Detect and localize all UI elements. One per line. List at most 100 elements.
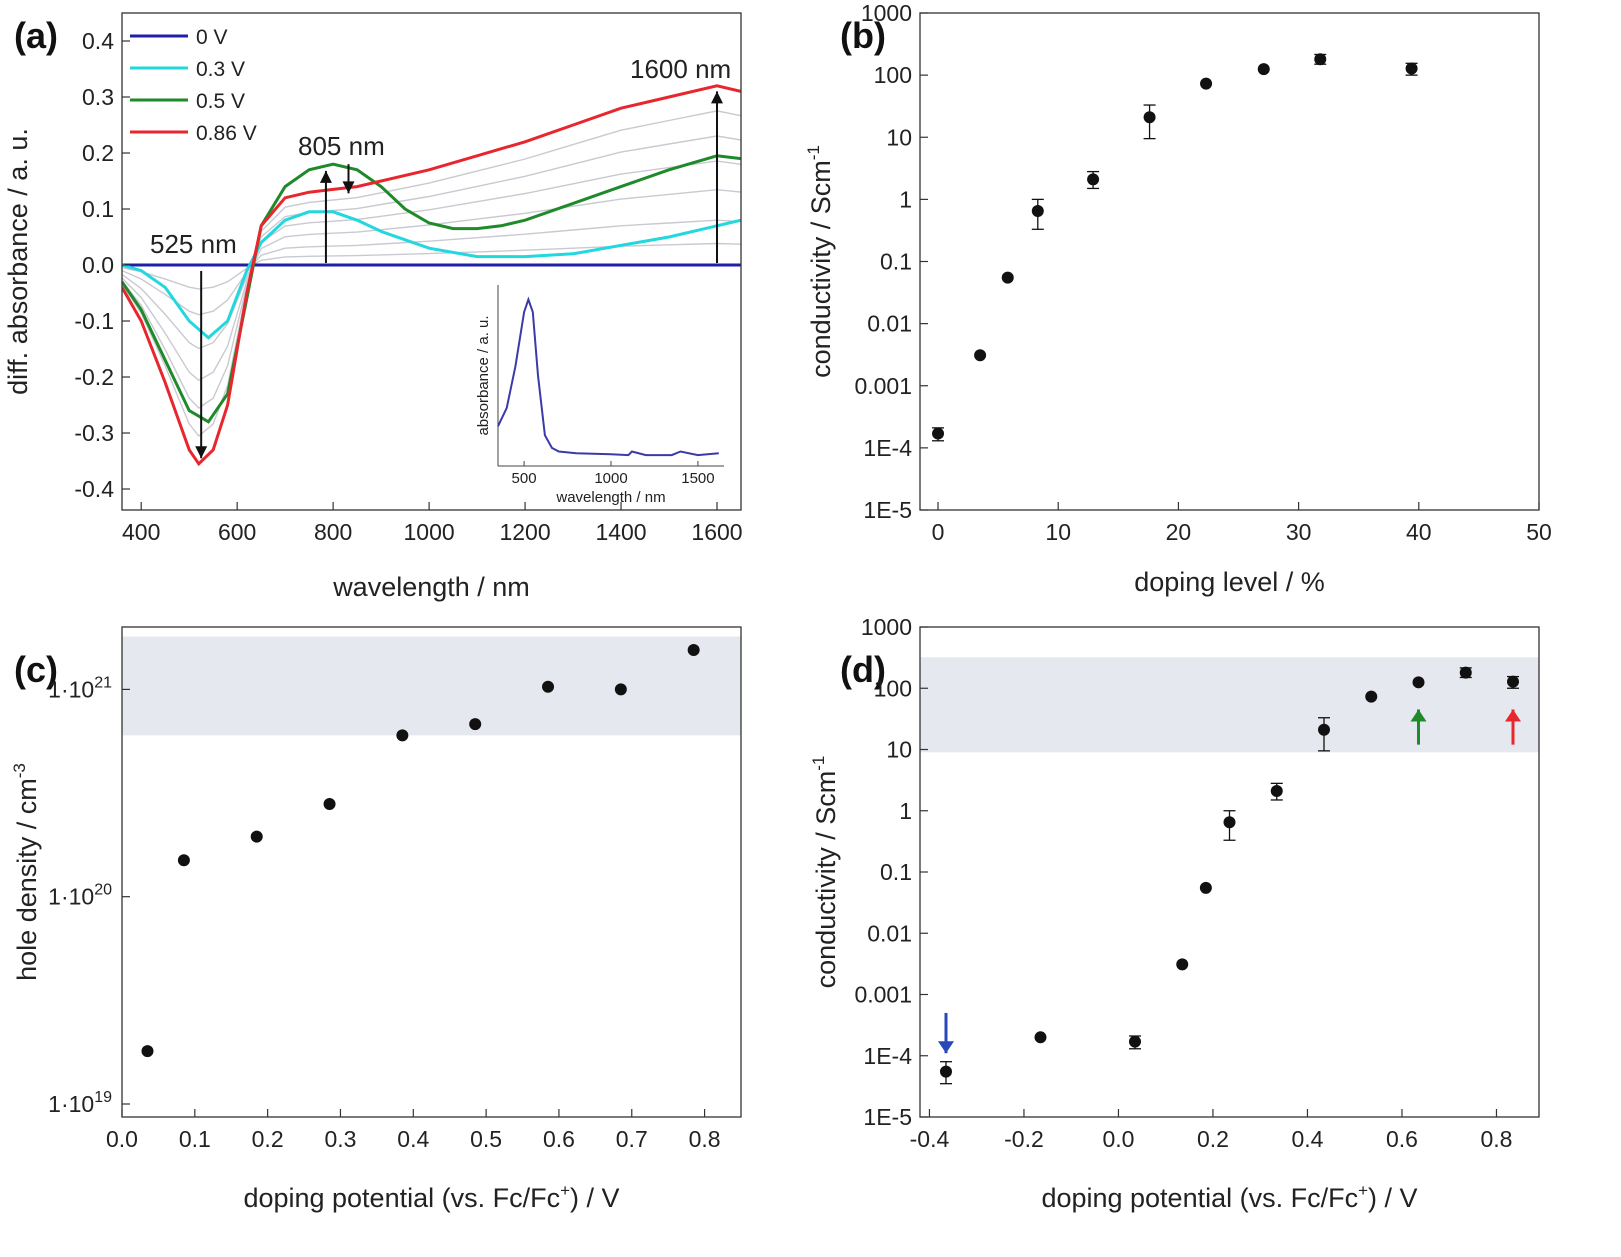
x-tick-label-d: -0.2 [1004,1126,1044,1152]
data-point-c [141,1045,154,1058]
marker-arrow-head [1505,709,1522,722]
intermediate-curve-a [122,219,741,316]
data-point-c [177,854,190,867]
data-point-c [323,798,336,811]
panel-c-label: (c) [14,649,58,690]
annotation-525nm: 525 nm [150,229,237,259]
x-tick-label-a: 600 [218,519,256,545]
data-point-c [396,729,409,742]
data-point-c [614,683,627,696]
y-tick-label-a: -0.3 [74,420,114,446]
data-point-b [974,349,987,362]
arrow-up-805-head [319,170,332,183]
x-tick-label-c: 0.2 [252,1126,284,1152]
data-point-d [1199,881,1212,894]
y-tick-label-d: 1 [899,798,912,824]
y-tick-label-a: 0.1 [82,196,114,222]
panel-d: (d) -0.4 -0.2 0.0 0.2 0.4 0.6 0.8 1E-5 1E-4 0.001… [809,614,1540,1213]
arrow-down-805-head [342,181,355,194]
arrow-down-525-head [195,446,208,459]
y-tick-label-a: -0.2 [74,364,114,390]
x-tick-label-d: 0.8 [1480,1126,1512,1152]
x-axis-label-b: doping level / % [1134,567,1325,597]
legend-label-a: 0.5 V [196,90,245,113]
plot-frame-a [121,12,742,511]
x-axis-label-c: doping potential (vs. Fc/Fc+) / V [243,1181,619,1213]
data-point-d [1412,676,1425,689]
arrow-up-1600-head [711,91,724,104]
panel-a: (a) 400 600 800 1000 1200 1400 1600 -0.4 -0.3 -0.… [3,12,743,602]
x-tick-label-b: 40 [1406,519,1432,545]
x-tick-label-a: 400 [122,519,160,545]
intermediate-curve-a [122,110,741,437]
inset-x-axis-label: wavelength / nm [555,489,665,506]
data-point-c [250,830,263,843]
panel-a-label: (a) [14,15,58,56]
y-tick-label-b: 1E-4 [863,435,912,461]
x-tick-label-c: 0.3 [324,1126,356,1152]
y-tick-label-a: -0.1 [74,308,114,334]
inset-y-axis-label: absorbance / a. u. [475,315,492,435]
intermediate-curve-a [122,242,741,290]
intermediate-curve-a [122,160,741,382]
y-tick-label-b: 0.001 [854,373,912,399]
annotation-805nm: 805 nm [298,131,385,161]
data-point-d [1318,723,1331,736]
x-tick-label-d: -0.4 [910,1126,950,1152]
y-tick-label-b: 0.01 [867,311,912,337]
x-tick-label-d: 0.4 [1291,1126,1323,1152]
y-tick-label-d: 10 [886,737,912,763]
x-tick-label-c: 0.7 [616,1126,648,1152]
data-point-c [542,680,555,693]
data-point-b [1087,173,1100,186]
y-tick-label-b: 1E-5 [863,497,912,523]
data-point-c [469,718,482,731]
y-axis-label-d: conductivity / Scm-1 [809,756,841,989]
y-tick-label-a: -0.4 [74,476,114,502]
y-tick-label-b: 100 [874,62,912,88]
annotation-1600nm: 1600 nm [630,54,731,84]
y-tick-label-c: 1·1020 [48,882,112,910]
x-tick-label-a: 1400 [595,519,646,545]
marker-arrow-head [937,1041,954,1054]
data-point-d [1034,1031,1047,1044]
y-tick-label-d: 0.001 [854,982,912,1008]
data-point-d [1176,958,1189,971]
shaded-band-d [920,657,1539,753]
panel-b: (b) 0 10 20 30 40 50 1E-5 1E-4 0.001 0.01 0.1 1 10 10… [804,0,1552,597]
x-tick-label-b: 0 [932,519,945,545]
marker-arrow-head [1410,709,1427,722]
inset-spectrum-line [497,296,719,457]
y-tick-label-b: 10 [886,124,912,150]
y-tick-label-b: 1 [899,186,912,212]
y-tick-label-a: 0.0 [82,252,114,278]
x-axis-label-d: doping potential (vs. Fc/Fc+) / V [1041,1181,1417,1213]
x-tick-label-c: 0.5 [470,1126,502,1152]
x-tick-label-a: 1000 [404,519,455,545]
y-tick-label-d: 0.01 [867,920,912,946]
x-tick-label-c: 0.8 [689,1126,721,1152]
y-tick-label-d: 1E-5 [863,1104,912,1130]
y-tick-label-c: 1·1019 [48,1089,112,1117]
data-point-b [1257,63,1270,76]
y-tick-label-b: 1000 [861,0,912,26]
intermediate-curve-a [122,188,741,350]
legend-label-a: 0.3 V [196,58,245,81]
series-line-a [122,84,741,467]
shaded-band-c [122,636,741,736]
series-line-a [122,210,741,340]
data-point-b [1405,62,1418,75]
y-tick-label-d: 100 [874,675,912,701]
legend-label-a: 0 V [196,26,228,49]
x-tick-label-b: 50 [1526,519,1552,545]
inset-x-tick-label: 1000 [594,470,627,487]
data-point-b [1031,204,1044,217]
x-tick-label-d: 0.2 [1197,1126,1229,1152]
x-tick-label-b: 30 [1286,519,1312,545]
data-point-b [932,427,945,440]
panel-c: (c) 0.0 0.1 0.2 0.3 0.4 0.5 0.6 0.7 0.8 1·1019 1·1… [10,626,742,1213]
data-point-d [1223,816,1236,829]
y-tick-label-a: 0.2 [82,140,114,166]
x-tick-label-d: 0.6 [1386,1126,1418,1152]
